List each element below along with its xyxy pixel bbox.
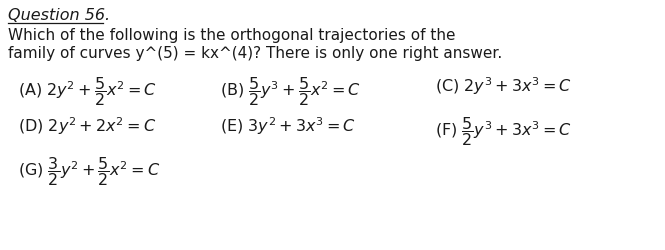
Text: (E) $3y^2 + 3x^3 = C$: (E) $3y^2 + 3x^3 = C$ bbox=[220, 114, 356, 136]
Text: (B) $\dfrac{5}{2}y^3 + \dfrac{5}{2}x^2 = C$: (B) $\dfrac{5}{2}y^3 + \dfrac{5}{2}x^2 =… bbox=[220, 75, 361, 108]
Text: (A) $2y^2 + \dfrac{5}{2}x^2 = C$: (A) $2y^2 + \dfrac{5}{2}x^2 = C$ bbox=[18, 75, 157, 108]
Text: Which of the following is the orthogonal trajectories of the: Which of the following is the orthogonal… bbox=[8, 28, 456, 43]
Text: (D) $2y^2 + 2x^2 = C$: (D) $2y^2 + 2x^2 = C$ bbox=[18, 114, 156, 136]
Text: (G) $\dfrac{3}{2}y^2 + \dfrac{5}{2}x^2 = C$: (G) $\dfrac{3}{2}y^2 + \dfrac{5}{2}x^2 =… bbox=[18, 154, 160, 187]
Text: family of curves y^(5) = kx^(4)? There is only one right answer.: family of curves y^(5) = kx^(4)? There i… bbox=[8, 46, 502, 61]
Text: (C) $2y^3 + 3x^3 = C$: (C) $2y^3 + 3x^3 = C$ bbox=[435, 75, 572, 96]
Text: (F) $\dfrac{5}{2}y^3 + 3x^3 = C$: (F) $\dfrac{5}{2}y^3 + 3x^3 = C$ bbox=[435, 114, 572, 148]
Text: Question 56.: Question 56. bbox=[8, 8, 110, 23]
